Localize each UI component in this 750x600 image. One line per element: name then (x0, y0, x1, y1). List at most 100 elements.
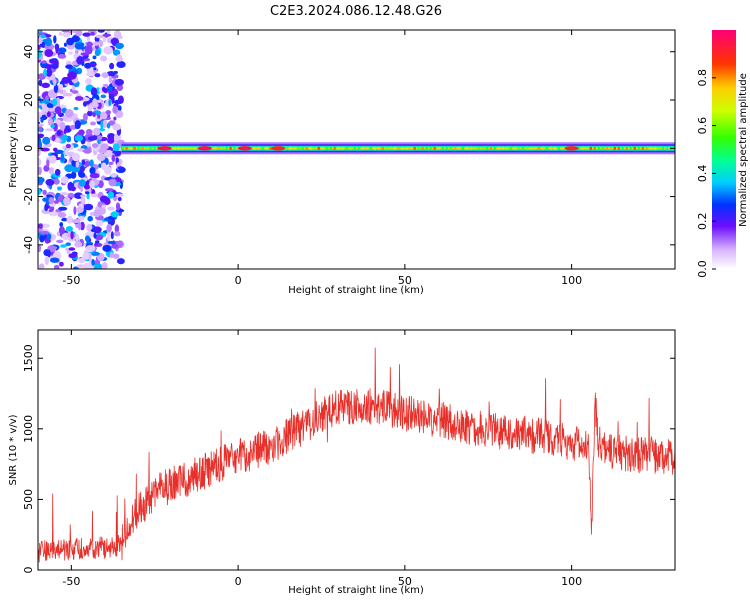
tone-segment (345, 146, 348, 150)
noise-speckle (78, 257, 86, 264)
noise-speckle (44, 238, 50, 244)
tone-segment (121, 146, 124, 150)
tone-segment (405, 146, 408, 150)
noise-speckle (112, 49, 121, 56)
noise-speckle (49, 58, 59, 64)
noise-speckle (113, 70, 118, 75)
noise-speckle (48, 211, 59, 217)
tone-segment (633, 146, 636, 150)
noise-speckle (39, 125, 43, 133)
noise-speckle (84, 160, 90, 167)
noise-speckle (75, 96, 84, 101)
tone-segment (401, 146, 404, 150)
noise-speckle (58, 83, 64, 91)
colorbar-tick-label: 0.4 (696, 165, 709, 183)
noise-speckle (63, 42, 67, 47)
tone-segment (337, 146, 340, 150)
tone-segment (369, 146, 372, 150)
tone-segment (621, 146, 624, 150)
noise-speckle (119, 180, 124, 190)
noise-speckle (45, 178, 55, 186)
noise-speckle (85, 129, 93, 135)
noise-speckle (38, 67, 39, 70)
tone-segment (285, 146, 288, 150)
noise-speckle (45, 37, 52, 47)
noise-speckle (102, 36, 107, 43)
tone-segment (553, 146, 556, 150)
noise-speckle (38, 157, 42, 167)
noise-speckle (93, 232, 97, 239)
noise-speckle (75, 161, 80, 168)
noise-speckle (73, 192, 84, 199)
noise-speckle (48, 197, 55, 204)
noise-speckle (78, 179, 86, 187)
noise-speckle (100, 111, 108, 120)
noise-speckle (68, 247, 76, 251)
noise-speckle (103, 166, 112, 175)
spectrogram-x-ticks: -50 0 50 100 (62, 30, 582, 287)
tone-segment (481, 146, 484, 150)
noise-speckle (46, 159, 50, 168)
noise-speckle (71, 35, 80, 43)
noise-speckle (97, 114, 101, 119)
x-tick-label: 50 (398, 575, 412, 588)
noise-speckle (53, 35, 57, 44)
noise-speckle (94, 73, 101, 78)
noise-speckle (76, 264, 85, 268)
noise-speckle (38, 244, 42, 253)
noise-speckle (68, 51, 73, 55)
noise-speckle (107, 206, 115, 211)
noise-speckle (74, 120, 81, 129)
tone-segment (397, 146, 400, 150)
snr-frame (37, 329, 676, 571)
tone-segment (133, 146, 136, 150)
noise-speckle (86, 141, 92, 148)
tone-segment (377, 146, 380, 150)
y-tick-label: 0 (22, 567, 35, 574)
tone-segment (541, 146, 544, 150)
tone-segment (477, 146, 480, 150)
tone-segment (533, 146, 536, 150)
noise-speckle (82, 101, 88, 107)
y-tick-label: -40 (22, 236, 35, 254)
noise-speckle (115, 42, 124, 50)
tone-segment (221, 146, 224, 150)
tone-segment (265, 146, 268, 150)
noise-speckle (61, 30, 70, 33)
colorbar-tick-label: 0.6 (696, 117, 709, 135)
tone-segment (653, 146, 657, 150)
noise-speckle (100, 55, 108, 62)
tone-segment (493, 146, 496, 150)
tone-segment (213, 146, 216, 150)
tone-segment (189, 146, 192, 150)
tone-segment (313, 146, 316, 150)
noise-speckle (84, 45, 93, 55)
noise-speckle (59, 122, 66, 130)
noise-speckle (102, 86, 106, 93)
noise-speckle (115, 56, 123, 62)
noise-speckle (73, 206, 77, 216)
noise-speckle (106, 71, 116, 77)
tone-segment (321, 146, 324, 150)
noise-speckle (56, 239, 64, 244)
noise-speckle (63, 92, 73, 97)
tone-peak (157, 146, 172, 151)
noise-speckle (90, 31, 95, 36)
noise-region (38, 30, 126, 269)
noise-speckle (38, 123, 44, 127)
noise-speckle (61, 217, 68, 222)
noise-speckle (117, 105, 122, 112)
noise-speckle (88, 253, 92, 262)
tone-segment (349, 146, 352, 150)
tone-segment (325, 146, 328, 150)
tone-segment (417, 146, 420, 150)
tone-segment (613, 146, 616, 150)
x-tick-label: 100 (561, 274, 582, 287)
tone-segment (185, 146, 188, 150)
noise-speckle (38, 150, 41, 157)
noise-speckle (38, 176, 45, 184)
noise-speckle (117, 196, 122, 202)
tone-segment (317, 146, 320, 150)
tone-segment (233, 146, 236, 150)
noise-speckle (55, 45, 59, 54)
